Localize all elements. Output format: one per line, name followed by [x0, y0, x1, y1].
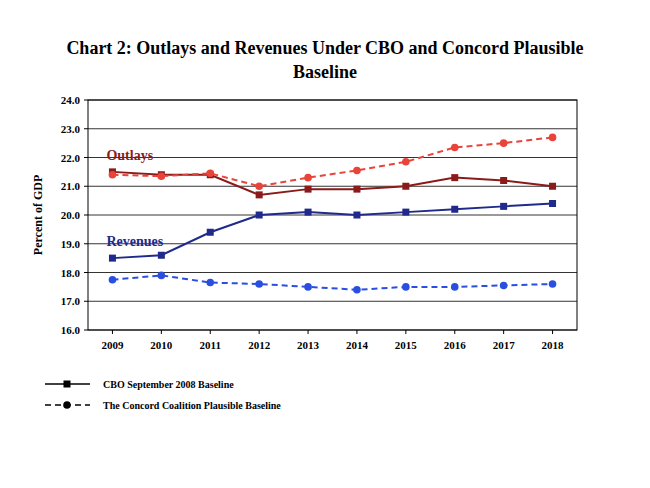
series-marker: [402, 183, 409, 190]
grid-line: [88, 215, 577, 216]
annotation: Outlays: [106, 148, 153, 163]
grid-line: [88, 186, 577, 187]
series-marker: [109, 276, 117, 284]
series-marker: [549, 200, 556, 207]
series-marker: [451, 206, 458, 213]
x-tick: [308, 330, 309, 334]
x-tick-label: 2013: [297, 339, 320, 351]
series-marker: [255, 182, 263, 190]
series-marker: [500, 177, 507, 184]
series-marker: [500, 139, 508, 147]
y-tick: [84, 215, 88, 216]
series-line: [112, 204, 552, 259]
y-tick-label: 18.0: [61, 267, 81, 279]
grid-line: [88, 128, 577, 129]
series-marker: [256, 191, 263, 198]
x-tick: [552, 330, 553, 334]
x-tick-label: 2018: [542, 339, 565, 351]
plot-area: [109, 134, 557, 294]
chart-svg: 16.0 17.0 18.0 19.0 20.0 21.0 22.0 23.0 24.0 2009…: [0, 0, 650, 488]
y-tick-label: 24.0: [61, 94, 81, 106]
x-tick-label: 2010: [150, 339, 173, 351]
series-marker: [549, 183, 556, 190]
y-tick: [84, 330, 88, 331]
series-marker: [158, 272, 166, 280]
series-marker: [305, 209, 312, 216]
y-tick: [84, 301, 88, 302]
series-marker: [255, 280, 263, 288]
series-marker: [353, 286, 361, 294]
x-tick-label: 2016: [444, 339, 467, 351]
x-tick: [112, 330, 113, 334]
y-tick-label: 23.0: [61, 123, 81, 135]
x-tick: [259, 330, 260, 334]
x-tick: [454, 330, 455, 334]
series-marker: [353, 212, 360, 219]
y-tick: [84, 128, 88, 129]
series-line: [112, 172, 552, 195]
series-marker: [207, 229, 214, 236]
y-tick: [84, 272, 88, 273]
series-marker: [549, 280, 557, 288]
x-tick: [503, 330, 504, 334]
series-marker: [256, 212, 263, 219]
series-marker: [158, 252, 165, 259]
series-marker: [109, 255, 116, 262]
series-marker: [402, 209, 409, 216]
x-tick: [210, 330, 211, 334]
x-tick-label: 2011: [200, 339, 221, 351]
series-marker: [500, 282, 508, 290]
series-marker: [304, 174, 312, 182]
y-tick: [84, 157, 88, 158]
y-tick-label: 17.0: [61, 295, 81, 307]
series-marker: [500, 203, 507, 210]
series-line: [112, 137, 552, 186]
series-marker: [451, 174, 458, 181]
legend-marker: [64, 381, 71, 388]
x-tick: [356, 330, 357, 334]
series-marker: [305, 186, 312, 193]
y-tick-label: 20.0: [61, 209, 81, 221]
y-tick-label: 21.0: [61, 180, 81, 192]
x-tick-label: 2012: [248, 339, 271, 351]
y-tick-label: 16.0: [61, 324, 81, 336]
series-marker: [158, 172, 166, 180]
y-tick: [84, 243, 88, 244]
series-marker: [402, 158, 410, 166]
series-marker: [451, 283, 459, 291]
series-marker: [206, 279, 214, 287]
grid-line: [88, 157, 577, 158]
plot-frame: [88, 100, 577, 330]
x-tick-label: 2014: [346, 339, 369, 351]
y-axis-label: Percent of GDP: [31, 175, 45, 255]
series-line: [112, 275, 552, 289]
x-tick: [405, 330, 406, 334]
chart-root: Chart 2: Outlays and Revenues Under CBO …: [0, 0, 650, 488]
x-tick-label: 2017: [493, 339, 516, 351]
x-tick-label: 2009: [101, 339, 124, 351]
series-marker: [353, 167, 361, 175]
x-tick: [161, 330, 162, 334]
y-tick: [84, 186, 88, 187]
y-tick-label: 22.0: [61, 152, 81, 164]
series-marker: [451, 144, 459, 152]
series-marker: [206, 170, 214, 178]
series-marker: [549, 134, 557, 142]
y-tick-label: 19.0: [61, 238, 81, 250]
y-tick: [84, 100, 88, 101]
legend-marker: [63, 401, 71, 409]
series-marker: [109, 171, 117, 179]
series-marker: [353, 186, 360, 193]
legend-label: The Concord Coalition Plausible Baseline: [103, 400, 281, 411]
chart-title: Chart 2: Outlays and Revenues Under CBO …: [40, 36, 610, 84]
legend-label: CBO September 2008 Baseline: [103, 379, 234, 390]
series-marker: [304, 283, 312, 291]
x-tick-label: 2015: [395, 339, 418, 351]
grid-line: [88, 301, 577, 302]
series-marker: [402, 283, 410, 291]
annotation: Revenues: [106, 234, 163, 249]
